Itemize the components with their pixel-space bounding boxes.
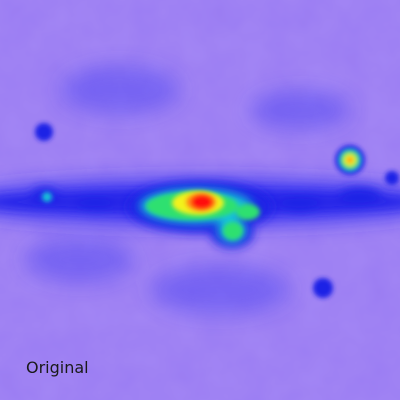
image-caption: Original <box>26 358 89 377</box>
diffuse-emission <box>25 65 350 315</box>
bright-source-right <box>335 145 365 175</box>
point-sources <box>35 123 399 298</box>
galactic-center-region <box>128 181 272 248</box>
